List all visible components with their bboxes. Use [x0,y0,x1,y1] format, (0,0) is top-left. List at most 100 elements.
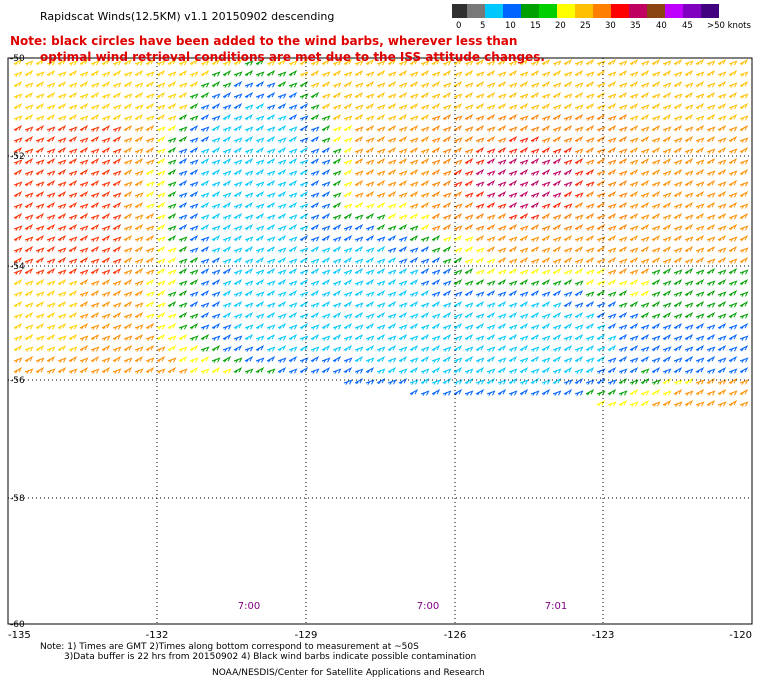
wind-barb [398,246,408,253]
wind-barb [57,191,67,198]
wind-barb [46,158,56,165]
wind-barb [178,346,188,352]
wind-barb [552,148,562,154]
wind-barb [79,93,89,99]
wind-barb [673,59,683,66]
wind-barb [90,158,100,165]
wind-barb [431,115,441,121]
wind-barb [189,301,199,308]
wind-barb [398,302,408,308]
wind-barb [68,224,78,231]
wind-barb [695,81,705,88]
wind-barb [343,181,353,187]
wind-barb [508,180,518,187]
wind-barb [695,235,705,242]
wind-barb [233,59,243,66]
wind-barb [530,258,540,264]
wind-barb [695,269,705,275]
wind-barb [134,246,144,253]
wind-barb [266,312,276,319]
wind-barb [266,334,276,341]
wind-barb [398,70,408,77]
wind-barb [365,169,375,176]
wind-barb [112,290,122,297]
wind-barb [607,191,617,198]
wind-barb [618,356,628,363]
wind-barb [706,224,716,231]
wind-barb [343,159,353,165]
legend-swatch [647,4,665,18]
wind-barb [200,158,210,165]
wind-barb [552,346,562,352]
wind-barb [409,291,419,297]
wind-barb [497,357,507,363]
wind-barb [46,148,56,154]
wind-barb [508,390,518,396]
wind-barb [684,202,694,209]
wind-barb [453,345,463,352]
wind-barb [717,257,727,264]
wind-barb [101,313,111,319]
wind-barb [662,180,672,187]
wind-barb [310,60,320,66]
wind-barb [519,257,529,264]
wind-barb [387,279,397,286]
wind-barb [277,301,287,308]
wind-barb [629,389,639,396]
wind-barb [497,169,507,176]
wind-barb [145,203,155,209]
wind-barb [244,70,254,77]
wind-barb [57,71,67,77]
wind-barb [552,104,562,110]
wind-barb [145,235,155,242]
wind-barb [332,280,342,286]
wind-barb [695,257,705,264]
wind-barb [24,290,34,297]
wind-barb [585,213,595,220]
wind-barb [475,291,485,297]
wind-barb [409,181,419,187]
wind-barb [651,225,661,231]
wind-barb [497,279,507,286]
wind-barb [233,301,243,308]
wind-barb [585,71,595,77]
wind-barb [354,378,364,385]
wind-barb [343,279,353,286]
wind-barb [266,148,276,154]
wind-barb [13,159,23,165]
wind-barb [486,192,496,198]
wind-barb [145,269,155,275]
wind-barb [46,280,56,286]
wind-barb [376,246,386,253]
wind-barb [332,180,342,187]
wind-barb [486,356,496,363]
wind-barb [684,246,694,253]
legend-label: 25 [580,21,591,31]
wind-barb [222,258,232,264]
wind-barb [101,279,111,286]
wind-barb [101,235,111,242]
wind-barb [90,192,100,198]
wind-barb [134,92,144,99]
wind-barb [145,115,155,121]
wind-barb [266,136,276,143]
wind-barb [453,313,463,319]
wind-barb [189,203,199,209]
wind-barb [497,59,507,66]
wind-barb [167,269,177,275]
wind-barb [552,258,562,264]
wind-barb [244,246,254,253]
wind-barb [321,159,331,165]
wind-barb [530,246,540,253]
wind-barb [464,356,474,363]
wind-barb [244,280,254,286]
wind-barb [13,357,23,363]
wind-barb [684,334,694,341]
wind-barb [420,390,430,396]
wind-barb [233,147,243,154]
wind-barb [596,224,606,231]
wind-barb [541,313,551,319]
wind-barb [739,401,749,407]
wind-barb [640,290,650,297]
wind-barb [409,367,419,374]
